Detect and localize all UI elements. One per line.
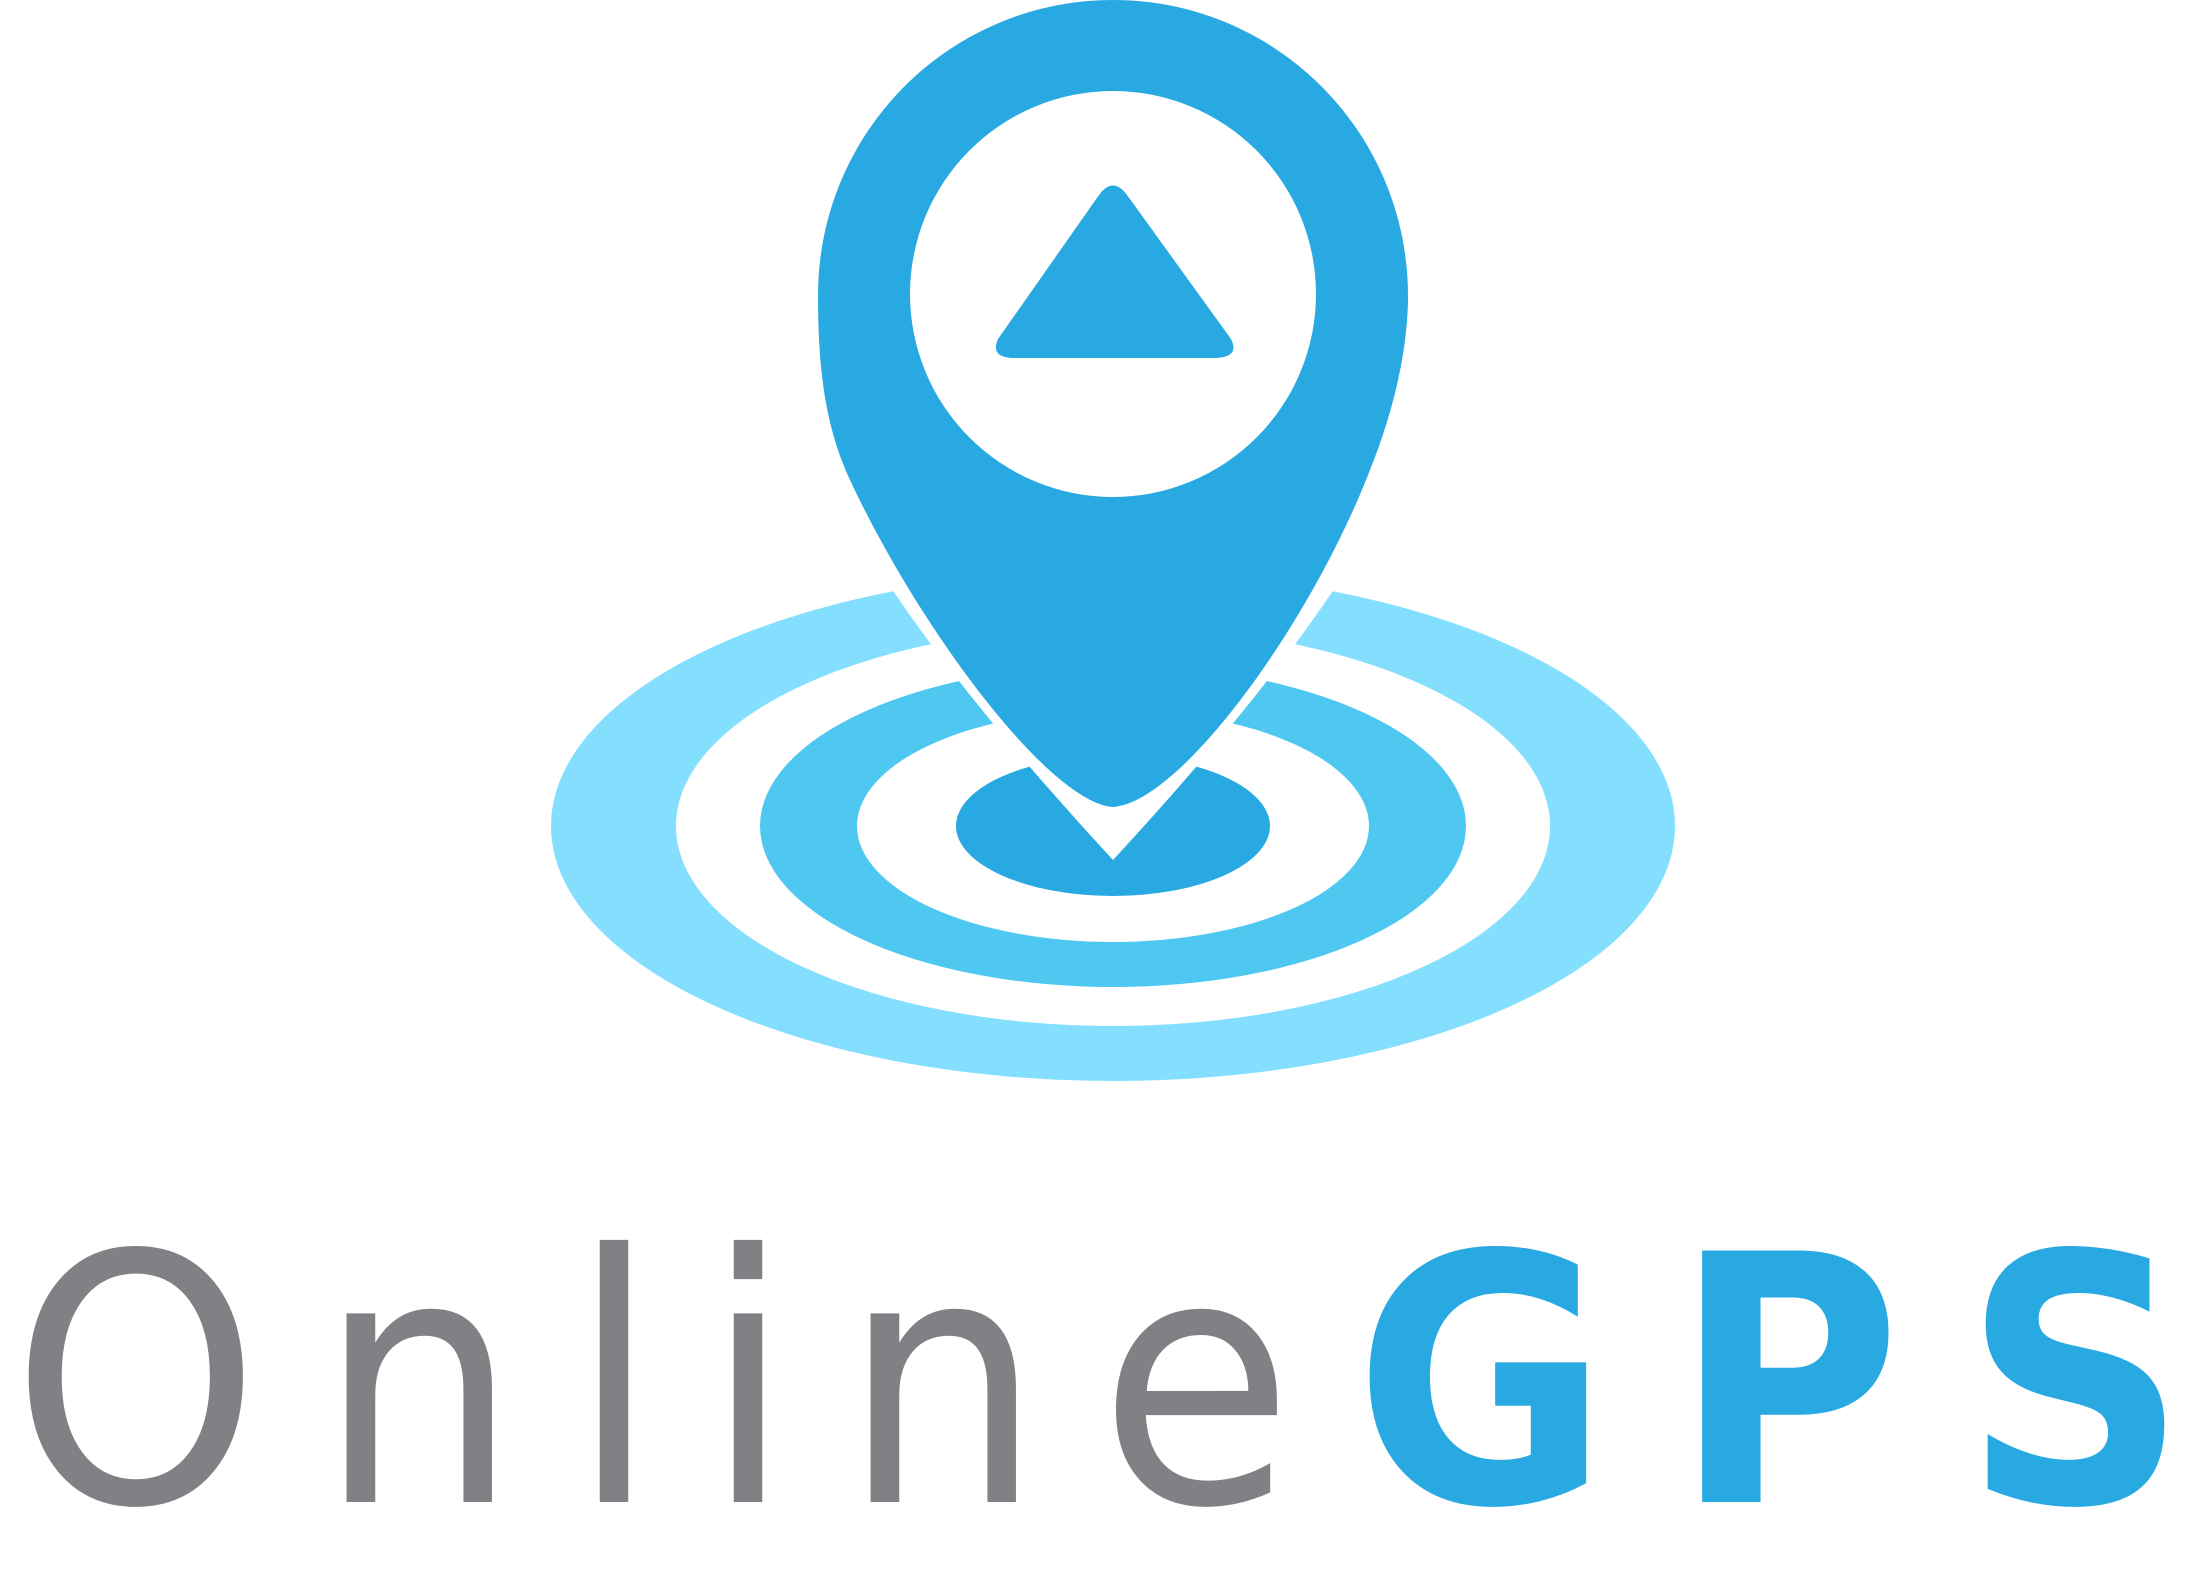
wordmark-letter: e xyxy=(1098,1183,1294,1584)
navigation-arrow-icon xyxy=(995,185,1234,358)
wordmark-letter: n xyxy=(841,1183,1044,1584)
wordmark-letter: P xyxy=(1673,1183,1901,1584)
wordmark-letter: O xyxy=(10,1183,261,1584)
pin-tip xyxy=(930,560,1296,806)
map-pin-icon xyxy=(818,0,1408,807)
wordmark-letter: n xyxy=(318,1183,520,1584)
wordmark-letter: i xyxy=(703,1183,792,1584)
online-gps-logo-mark xyxy=(551,0,1675,1081)
wordmark-letter: l xyxy=(569,1183,658,1584)
wordmark-letter: S xyxy=(1963,1183,2188,1584)
wordmark-letter: G xyxy=(1353,1183,1609,1584)
